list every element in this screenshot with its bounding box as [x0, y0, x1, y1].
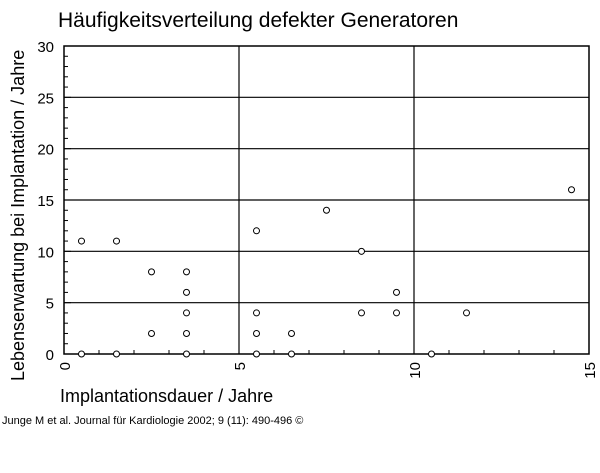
data-point	[253, 227, 260, 235]
data-point	[78, 237, 85, 245]
x-axis-label: Implantationsdauer / Jahre	[60, 386, 273, 406]
data-point	[148, 329, 155, 337]
data-point	[183, 329, 190, 337]
y-axis-label: Lebenserwartung bei Implantation / Jahre	[8, 50, 28, 381]
data-point	[148, 268, 155, 276]
data-point	[183, 350, 190, 358]
x-tick-label: 0	[57, 362, 74, 370]
data-point	[253, 329, 260, 337]
data-point	[288, 329, 295, 337]
y-tick-label: 30	[37, 39, 54, 56]
data-point	[568, 186, 575, 194]
y-tick-label: 15	[37, 193, 54, 210]
data-point	[253, 309, 260, 317]
x-tick-label: 15	[582, 362, 599, 379]
data-point	[288, 350, 295, 358]
y-tick-label: 20	[37, 142, 54, 159]
citation: Junge M et al. Journal für Kardiologie 2…	[2, 415, 304, 427]
data-point	[358, 309, 365, 317]
data-point	[183, 268, 190, 276]
data-point	[393, 288, 400, 296]
data-point	[113, 237, 120, 245]
data-point	[463, 309, 470, 317]
chart-title: Häufigkeitsverteilung defekter Generator…	[58, 9, 458, 32]
plot-area: 0 5 10 15 20 25 30 0 5 10 15	[37, 39, 599, 379]
data-point	[113, 350, 120, 358]
data-point	[183, 288, 190, 296]
y-tick-label: 0	[46, 347, 54, 364]
data-point	[78, 350, 85, 358]
y-tick-label: 5	[46, 296, 54, 313]
data-point	[323, 206, 330, 214]
x-tick-label: 10	[407, 362, 424, 379]
data-point	[183, 309, 190, 317]
data-point	[393, 309, 400, 317]
y-tick-label: 10	[37, 244, 54, 261]
x-tick-label: 5	[232, 362, 249, 370]
data-point	[428, 350, 435, 358]
data-point	[253, 350, 260, 358]
y-tick-label: 25	[37, 90, 54, 107]
data-point	[358, 247, 365, 255]
